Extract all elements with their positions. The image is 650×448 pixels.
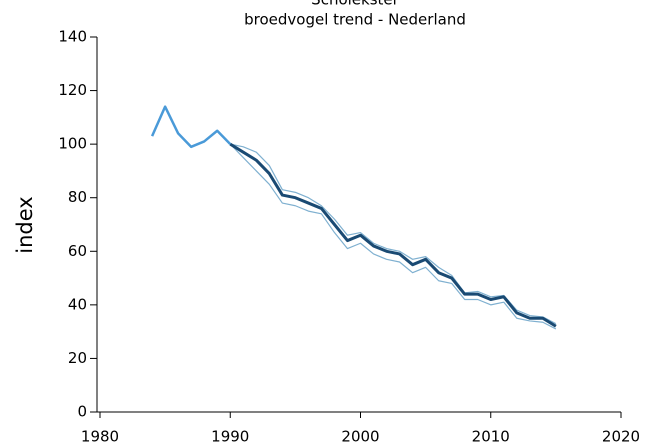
y-axis-label: index: [13, 196, 37, 253]
series-line: [150, 105, 232, 149]
y-tick-label: 80: [68, 188, 87, 206]
y-tick-label: 100: [58, 135, 87, 153]
y-tick-label: 40: [68, 295, 87, 313]
y-tick-label: 140: [58, 28, 87, 46]
y-tick-label: 0: [77, 403, 87, 421]
series-line: [229, 142, 557, 328]
x-tick-label: 2020: [602, 428, 640, 446]
x-tick-label: 1980: [81, 428, 119, 446]
x-tick-label: 2000: [341, 428, 379, 446]
x-tick-label: 2010: [472, 428, 510, 446]
series-line: [229, 143, 557, 330]
series-line: [230, 143, 557, 325]
y-tick-label: 120: [58, 81, 87, 99]
chart-title: Scholekster: [311, 0, 399, 9]
chart-subtitle: broedvogel trend - Nederland: [244, 11, 466, 29]
y-tick-label: 60: [68, 242, 87, 260]
y-tick-label: 20: [68, 349, 87, 367]
x-tick-label: 1990: [211, 428, 249, 446]
